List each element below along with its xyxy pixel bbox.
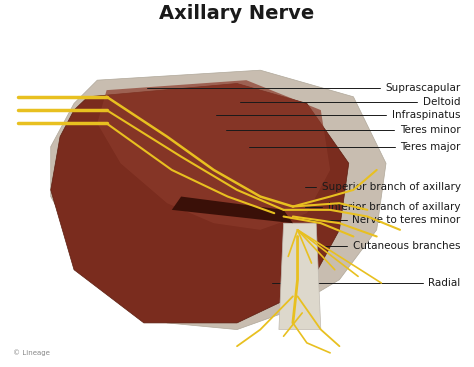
Text: Inferior branch of axillary: Inferior branch of axillary bbox=[305, 201, 461, 211]
Polygon shape bbox=[51, 83, 349, 323]
Text: Cutaneous branches: Cutaneous branches bbox=[324, 241, 461, 251]
Text: Infraspinatus: Infraspinatus bbox=[217, 110, 461, 120]
Title: Axillary Nerve: Axillary Nerve bbox=[159, 4, 315, 23]
Text: Deltoid: Deltoid bbox=[240, 97, 461, 107]
Text: Teres major: Teres major bbox=[249, 142, 461, 152]
Polygon shape bbox=[172, 197, 293, 223]
Text: Teres minor: Teres minor bbox=[226, 125, 461, 135]
Text: Superior branch of axillary: Superior branch of axillary bbox=[305, 182, 461, 192]
Polygon shape bbox=[97, 80, 330, 230]
Text: Suprascapular: Suprascapular bbox=[146, 83, 461, 94]
Text: Radial: Radial bbox=[273, 278, 461, 288]
Text: © Lineage: © Lineage bbox=[13, 349, 50, 356]
Text: Nerve to teres minor: Nerve to teres minor bbox=[305, 215, 461, 225]
Polygon shape bbox=[279, 223, 321, 330]
Polygon shape bbox=[51, 70, 386, 330]
